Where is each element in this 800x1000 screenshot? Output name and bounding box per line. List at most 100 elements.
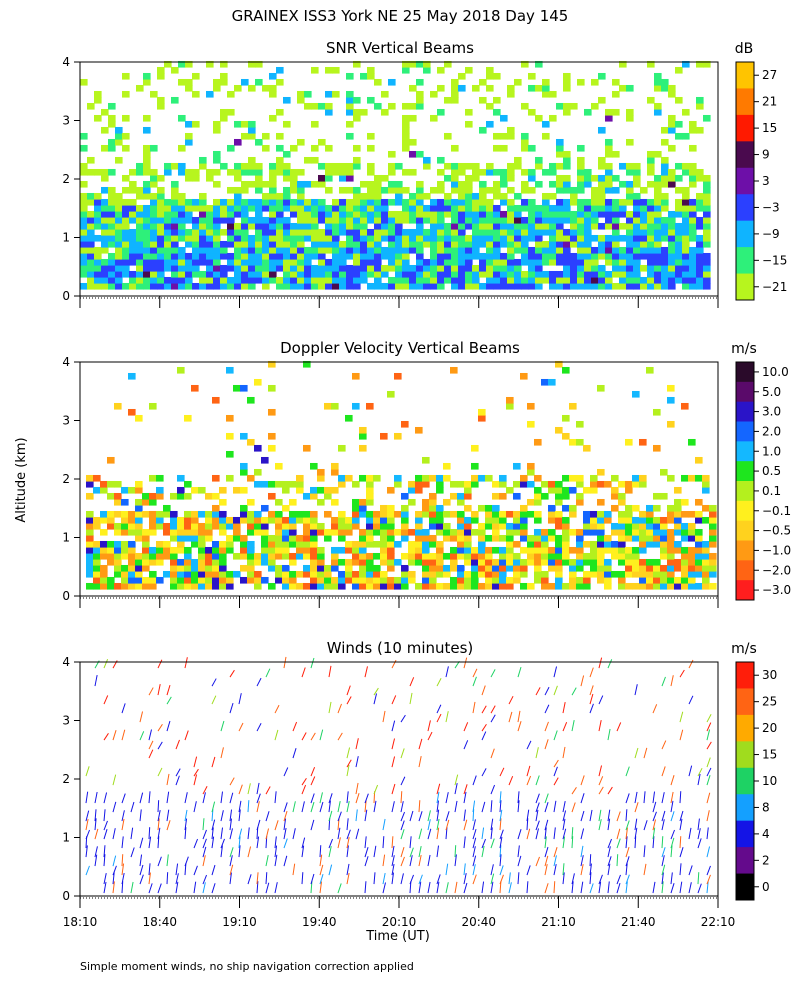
wind-barb: [256, 819, 261, 831]
doppler-cell: [639, 570, 647, 578]
snr-cell: [542, 84, 550, 92]
doppler-cell: [170, 576, 178, 584]
snr-cell: [626, 114, 634, 122]
doppler-cell: [443, 462, 451, 470]
snr-cell: [465, 234, 473, 242]
snr-cell: [374, 192, 382, 200]
doppler-cell: [415, 582, 423, 590]
snr-cell: [143, 270, 151, 278]
snr-cell: [444, 270, 452, 278]
doppler-cell: [401, 552, 409, 560]
colorbar-label: 15: [762, 121, 777, 135]
snr-cell: [619, 252, 627, 260]
doppler-cell: [219, 576, 227, 584]
doppler-cell: [639, 576, 647, 584]
snr-cell: [388, 222, 396, 230]
snr-cell: [381, 174, 389, 182]
snr-cell: [668, 252, 676, 260]
snr-cell: [563, 108, 571, 116]
doppler-cell: [359, 498, 367, 506]
doppler-cell: [492, 480, 500, 488]
snr-cell: [444, 96, 452, 104]
doppler-cell: [660, 576, 668, 584]
doppler-cell: [450, 528, 458, 536]
doppler-cell: [618, 480, 626, 488]
doppler-cell: [184, 570, 192, 578]
doppler-cell: [366, 564, 374, 572]
doppler-cell: [457, 522, 465, 530]
doppler-cell: [114, 480, 122, 488]
wind-barb: [175, 768, 181, 777]
snr-cell: [241, 276, 249, 284]
snr-cell: [437, 156, 445, 164]
snr-cell: [388, 198, 396, 206]
snr-cell: [388, 216, 396, 224]
snr-cell: [87, 240, 95, 248]
snr-cell: [150, 90, 158, 98]
wind-barb: [463, 809, 466, 822]
doppler-cell: [261, 504, 269, 512]
doppler-cell: [345, 516, 353, 524]
snr-cell: [178, 204, 186, 212]
snr-cell: [332, 162, 340, 170]
doppler-cell: [646, 534, 654, 542]
snr-cell: [402, 114, 410, 122]
doppler-cell: [513, 528, 521, 536]
snr-cell: [157, 186, 165, 194]
wind-barb: [247, 800, 250, 813]
snr-cell: [626, 240, 634, 248]
snr-cell: [332, 216, 340, 224]
wind-barb: [643, 747, 648, 759]
doppler-cell: [352, 582, 360, 590]
snr-cell: [94, 198, 102, 206]
snr-cell: [339, 246, 347, 254]
snr-cell: [94, 264, 102, 272]
doppler-cell: [352, 552, 360, 560]
snr-cell: [297, 90, 305, 98]
snr-cell: [318, 216, 326, 224]
doppler-cell: [660, 522, 668, 530]
snr-cell: [213, 78, 221, 86]
snr-cell: [199, 216, 207, 224]
wind-barb: [409, 677, 415, 687]
wind-barb: [706, 729, 711, 741]
doppler-cell: [632, 390, 640, 398]
doppler-cell: [177, 528, 185, 536]
snr-cell: [633, 162, 641, 170]
snr-cell: [416, 102, 424, 110]
doppler-cell: [345, 528, 353, 536]
snr-cell: [178, 198, 186, 206]
doppler-cell: [226, 576, 234, 584]
wind-barb: [211, 695, 217, 705]
snr-cell: [192, 198, 200, 206]
doppler-cell: [639, 510, 647, 518]
doppler-cell: [338, 558, 346, 566]
wind-barb: [139, 854, 143, 867]
snr-cell: [416, 78, 424, 86]
doppler-cell: [674, 540, 682, 548]
snr-cell: [668, 168, 676, 176]
snr-cell: [682, 162, 690, 170]
snr-cell: [248, 60, 256, 68]
doppler-cell: [149, 516, 157, 524]
snr-cell: [94, 258, 102, 266]
colorbar-label: 2: [762, 853, 770, 867]
snr-cell: [241, 240, 249, 248]
snr-cell: [493, 228, 501, 236]
snr-cell: [395, 234, 403, 242]
doppler-cell: [597, 540, 605, 548]
doppler-cell: [373, 510, 381, 518]
snr-cell: [640, 204, 648, 212]
snr-cell: [682, 240, 690, 248]
snr-cell: [115, 258, 123, 266]
wind-barb: [436, 800, 439, 813]
snr-cell: [661, 234, 669, 242]
snr-cell: [451, 198, 459, 206]
wind-barb: [598, 809, 602, 822]
wind-barb: [661, 792, 665, 804]
snr-cell: [325, 276, 333, 284]
doppler-cell: [709, 534, 717, 542]
doppler-cell: [86, 582, 94, 590]
snr-cell: [367, 162, 375, 170]
snr-cell: [640, 186, 648, 194]
